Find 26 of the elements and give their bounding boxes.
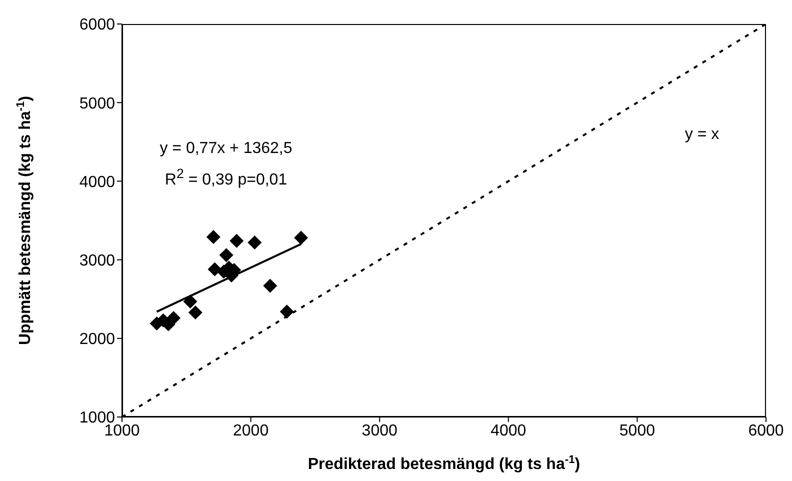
x-tick-label: 3000	[362, 422, 398, 440]
point	[294, 230, 308, 245]
y-tick-label: 3000	[79, 252, 116, 270]
point	[263, 278, 278, 293]
x-tick-label: 1000	[104, 422, 140, 440]
y-tick-label: 2000	[79, 331, 116, 348]
point	[166, 310, 181, 325]
point	[206, 230, 220, 244]
point	[188, 305, 202, 320]
point	[280, 304, 294, 319]
annotation: y = x	[684, 126, 720, 144]
point	[183, 294, 198, 308]
x-tick-label: 6000	[748, 422, 784, 440]
point	[248, 236, 262, 250]
point	[219, 248, 234, 262]
annotation: R$^{2}$ = 0,39 p=0,01	[164, 166, 288, 190]
point	[230, 234, 244, 248]
x-axis-title: Predikterad betesmängd (kg ts ha$^{-1}$)	[308, 454, 580, 473]
y-tick-label: 5000	[79, 95, 116, 112]
point	[208, 262, 222, 276]
y-tick-label: 6000	[79, 16, 116, 34]
x-tick-label: 4000	[490, 422, 526, 440]
x-tick-label: 5000	[619, 422, 656, 440]
x-tick-label: 2000	[233, 422, 269, 440]
annotation: y = 0,77x + 1362,5	[160, 140, 292, 158]
y-tick-label: 4000	[79, 174, 116, 191]
